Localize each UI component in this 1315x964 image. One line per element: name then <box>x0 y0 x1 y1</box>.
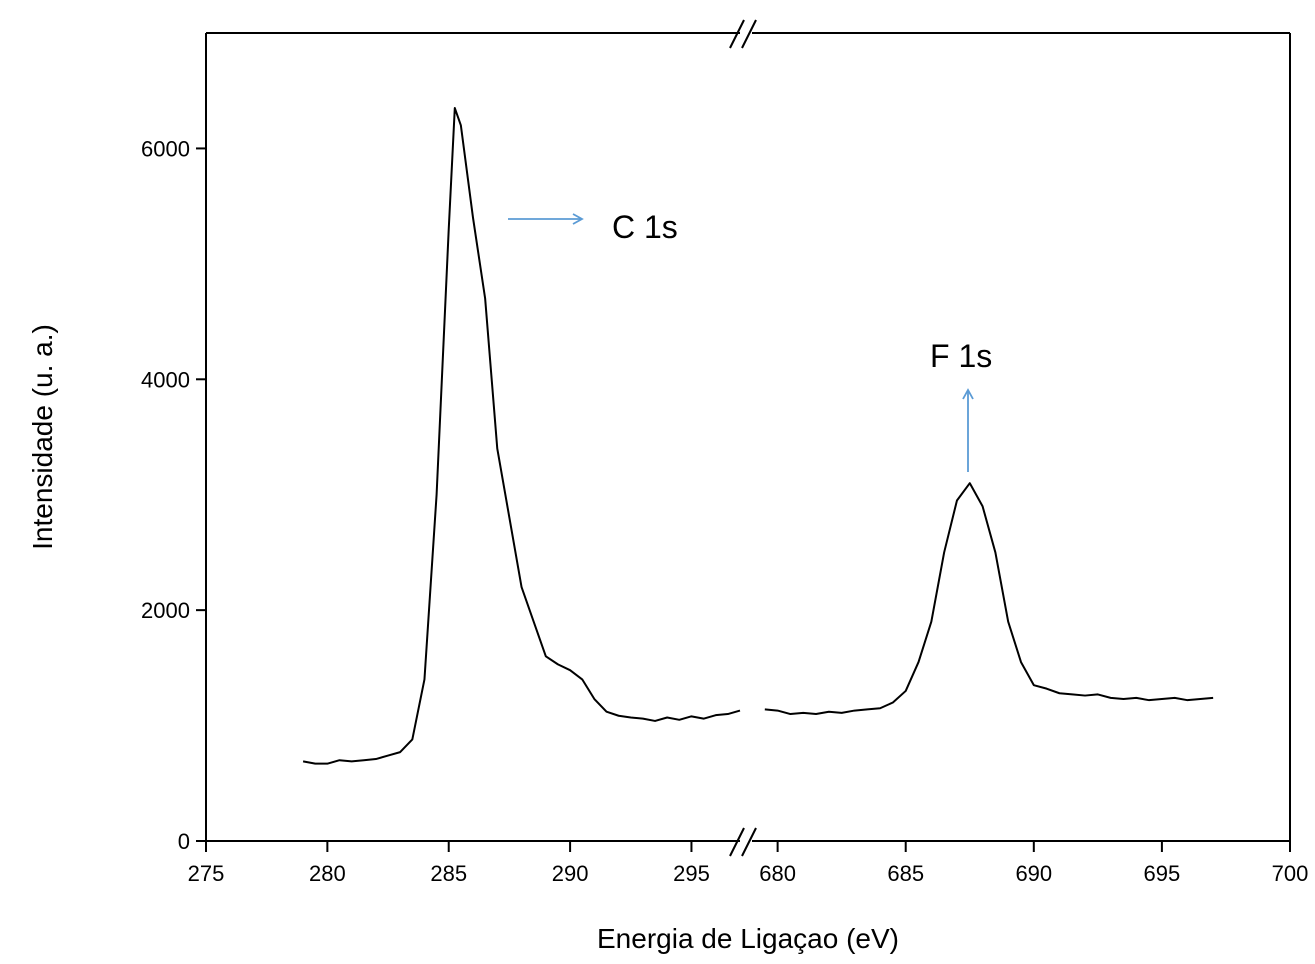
x-tick-label: 685 <box>887 861 924 886</box>
x-tick-label: 290 <box>552 861 589 886</box>
x-tick-label: 295 <box>673 861 710 886</box>
annotation: F 1s <box>930 338 992 374</box>
spectrum-line <box>302 107 741 765</box>
y-tick-label: 2000 <box>141 598 190 623</box>
x-tick-label: 275 <box>188 861 225 886</box>
x-tick-label: 285 <box>430 861 467 886</box>
x-tick-label: 280 <box>309 861 346 886</box>
x-tick-label: 690 <box>1015 861 1052 886</box>
x-axis-title: Energia de Ligaçao (eV) <box>597 923 899 954</box>
y-tick-label: 6000 <box>141 136 190 161</box>
spectrum-line <box>764 482 1214 716</box>
annotation: C 1s <box>612 209 678 245</box>
x-tick-label: 700 <box>1272 861 1309 886</box>
x-tick-label: 695 <box>1144 861 1181 886</box>
axis-break <box>729 19 757 857</box>
y-tick-label: 0 <box>178 829 190 854</box>
y-tick-label: 4000 <box>141 367 190 392</box>
x-tick-label: 680 <box>759 861 796 886</box>
y-axis-title: Intensidade (u. a.) <box>27 324 58 550</box>
